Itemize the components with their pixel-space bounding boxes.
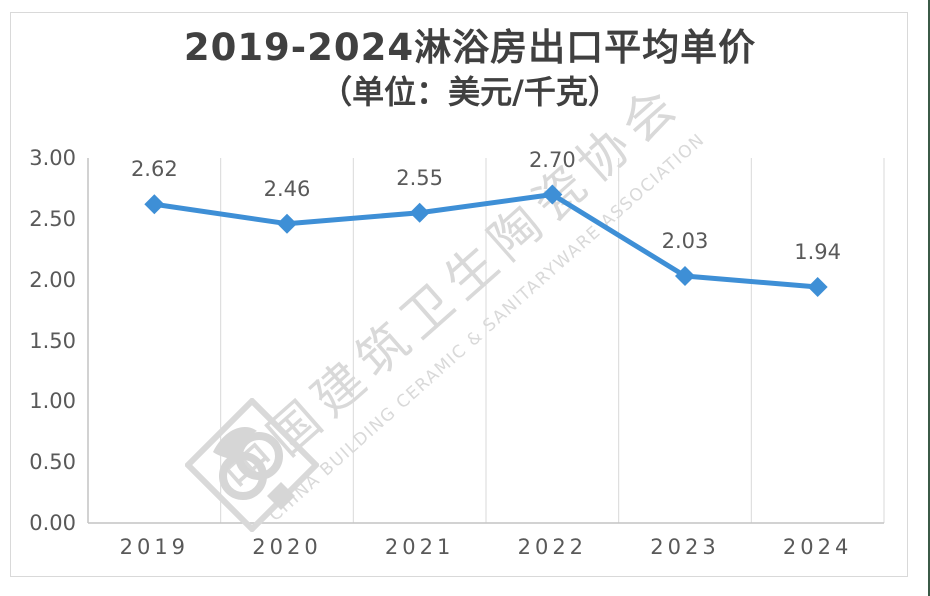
data-label: 2.70 (528, 147, 576, 172)
y-tick-label: 2.50 (29, 206, 76, 231)
data-label: 1.94 (794, 239, 842, 264)
y-tick-label: 1.00 (29, 389, 76, 414)
diamond-marker (807, 276, 828, 297)
chart-title-block: 2019-2024淋浴房出口平均单价 （单位：美元/千克） (20, 24, 920, 112)
x-axis-label: 2024 (782, 535, 853, 559)
chart-subtitle: （单位：美元/千克） (320, 73, 620, 111)
x-axis-label: 2019 (119, 535, 190, 559)
diamond-marker (675, 266, 695, 287)
data-label: 2.55 (396, 165, 444, 190)
series-line (151, 192, 821, 290)
chart-title: 2019-2024淋浴房出口平均单价 (183, 26, 757, 69)
data-label: 2.03 (661, 229, 709, 254)
x-axis-label: 2021 (384, 535, 455, 559)
diamond-marker (144, 194, 165, 215)
diamond-marker (409, 202, 430, 223)
data-label: 2.46 (263, 176, 311, 201)
y-tick-label: 1.50 (29, 328, 76, 353)
screen-edge-artifact (928, 0, 930, 596)
y-tick-label: 3.00 (29, 146, 76, 170)
x-axis-label: 2022 (517, 535, 588, 559)
chart-border-frame (10, 12, 908, 577)
diamond-marker (542, 184, 563, 205)
y-tick-label: 0.50 (29, 450, 76, 475)
y-tick-label: 0.00 (29, 511, 76, 535)
y-tick-label: 2.00 (29, 267, 76, 292)
diamond-marker (277, 213, 297, 234)
x-axis-label: 2023 (650, 535, 720, 559)
data-label: 2.62 (130, 157, 178, 182)
x-axis-label: 2020 (252, 535, 322, 559)
association-logo-icon (185, 398, 319, 532)
